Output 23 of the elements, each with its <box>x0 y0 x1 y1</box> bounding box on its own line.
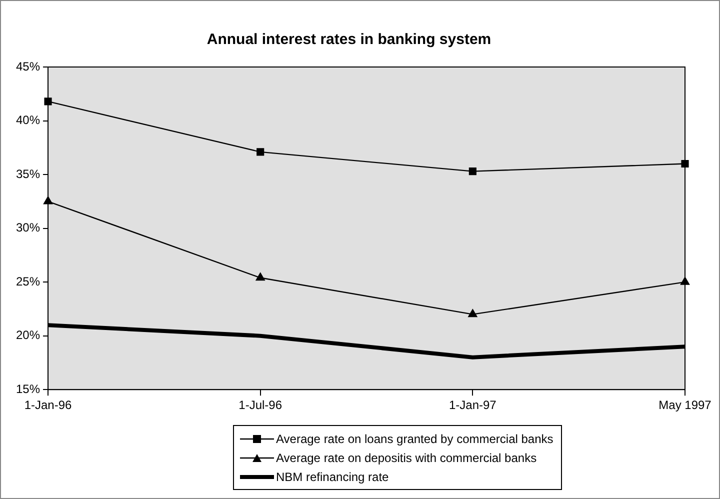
point <box>680 276 690 285</box>
legend-label: Average rate on depositis with commercial banks <box>276 450 537 464</box>
y-tick-label: 15% <box>16 382 40 396</box>
y-tick-label: 35% <box>16 166 40 181</box>
y-tick-label: 25% <box>16 274 40 288</box>
y-tick-label: 30% <box>16 220 40 235</box>
x-tick-label: 1-Jan-97 <box>448 398 497 412</box>
point <box>468 168 476 176</box>
point <box>681 160 689 168</box>
legend-label: Average rate on loans granted by commercial banks <box>276 432 554 446</box>
legend-label: NBM refinancing rate <box>276 470 389 484</box>
point <box>468 309 478 318</box>
point <box>256 272 265 281</box>
chart-title: Annual interest rates in banking system <box>206 31 492 48</box>
x-tick-label: 1-Jul-96 <box>238 398 282 412</box>
point <box>44 98 52 106</box>
point <box>44 196 53 204</box>
x-tick-label: 1-Jan-96 <box>24 398 72 412</box>
point <box>256 148 264 156</box>
y-tick-label: 40% <box>16 113 40 128</box>
x-tick-label: May 1997 <box>658 398 712 412</box>
y-tick-label: 45% <box>16 59 40 74</box>
y-tick-label: 20% <box>16 328 40 342</box>
